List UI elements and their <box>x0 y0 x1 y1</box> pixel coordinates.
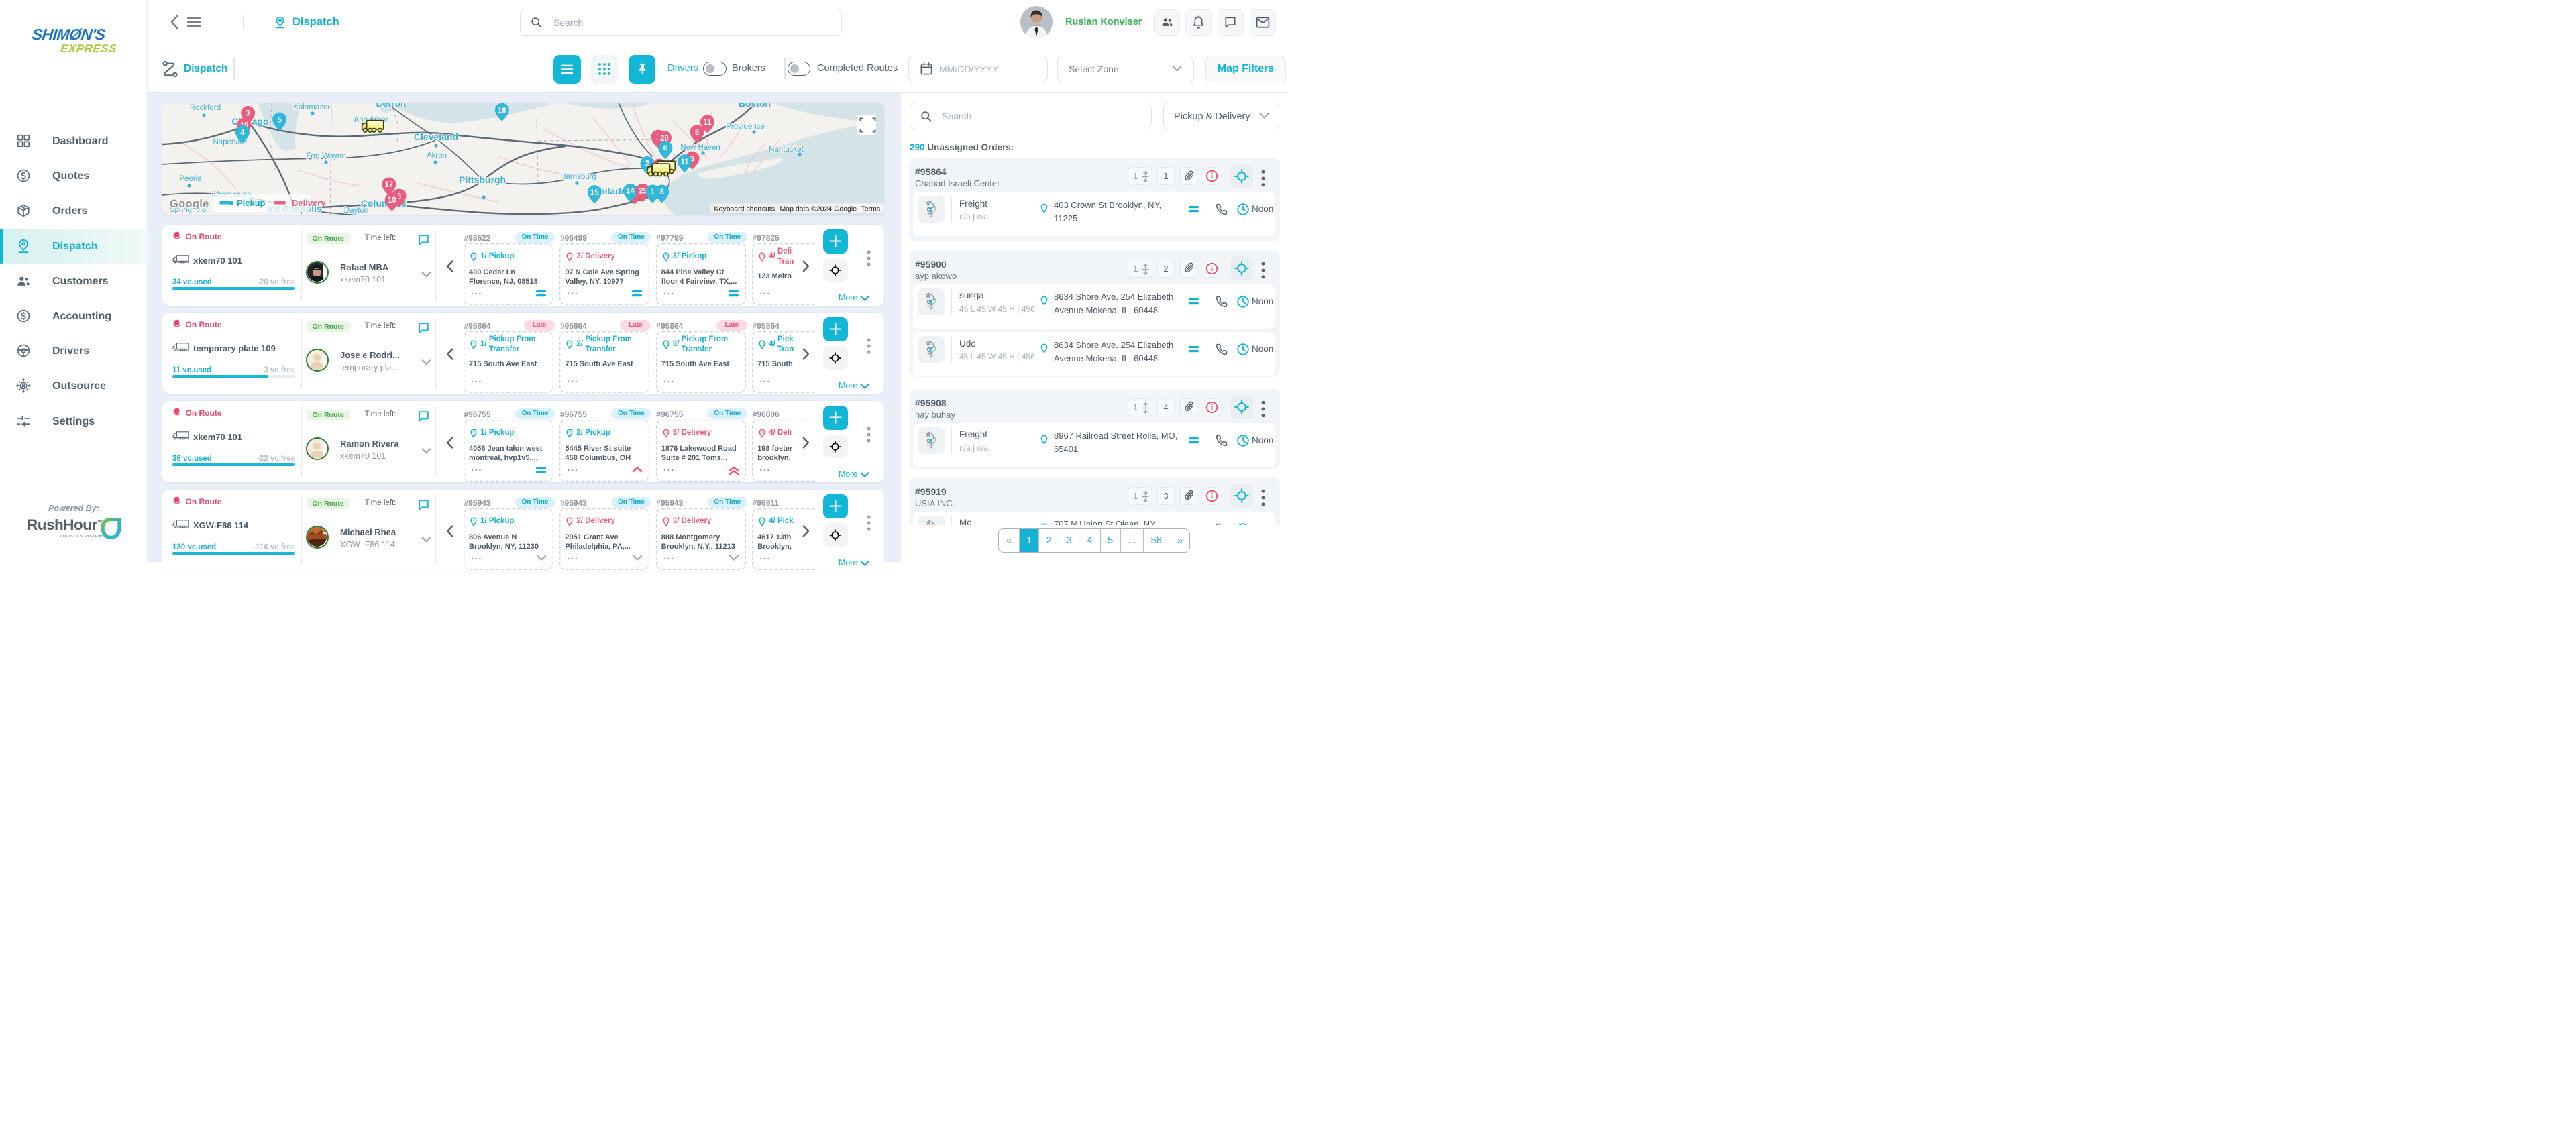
svg-text:Detroit: Detroit <box>376 103 406 109</box>
svg-text:2: 2 <box>645 160 649 168</box>
svg-text:5: 5 <box>277 116 282 124</box>
svg-text:1: 1 <box>650 188 655 196</box>
svg-text:Akron: Akron <box>426 152 446 160</box>
svg-text:16: 16 <box>497 107 506 115</box>
svg-text:14: 14 <box>626 188 635 196</box>
svg-text:Providence: Providence <box>726 123 765 131</box>
svg-text:3: 3 <box>690 155 694 163</box>
svg-text:Pittsburgh: Pittsburgh <box>459 174 506 185</box>
svg-text:Kalamazoo: Kalamazoo <box>293 103 332 111</box>
svg-text:Terms: Terms <box>861 205 880 213</box>
svg-text:20: 20 <box>660 135 669 143</box>
svg-text:Dayton: Dayton <box>343 207 368 215</box>
svg-text:15: 15 <box>590 189 598 197</box>
svg-text:3: 3 <box>246 110 250 118</box>
svg-text:25: 25 <box>638 188 647 196</box>
svg-text:Map data ©2024 Google: Map data ©2024 Google <box>780 205 857 213</box>
svg-text:Pickup: Pickup <box>237 198 266 208</box>
svg-text:10: 10 <box>387 196 396 205</box>
svg-text:Springfield: Springfield <box>169 206 205 214</box>
svg-text:11: 11 <box>680 158 689 166</box>
svg-text:Harrisburg: Harrisburg <box>560 173 596 181</box>
svg-text:4: 4 <box>240 129 245 137</box>
svg-text:Keyboard shortcuts: Keyboard shortcuts <box>714 205 774 213</box>
svg-text:Rockford: Rockford <box>189 104 220 112</box>
svg-text:Delivery: Delivery <box>292 198 326 208</box>
svg-text:Peoria: Peoria <box>179 175 202 183</box>
svg-text:8: 8 <box>659 188 664 196</box>
svg-text:New Haven: New Haven <box>680 144 720 152</box>
svg-text:3: 3 <box>396 192 400 201</box>
svg-text:6: 6 <box>663 145 667 153</box>
svg-text:Cleveland: Cleveland <box>413 131 458 142</box>
svg-text:Fort Wayne: Fort Wayne <box>306 152 345 160</box>
svg-text:Google: Google <box>170 198 209 210</box>
svg-text:8: 8 <box>694 129 699 137</box>
svg-text:17: 17 <box>384 181 393 189</box>
svg-text:Nantucket: Nantucket <box>769 146 804 154</box>
svg-text:Boston: Boston <box>738 103 770 109</box>
svg-text:11: 11 <box>703 119 712 127</box>
